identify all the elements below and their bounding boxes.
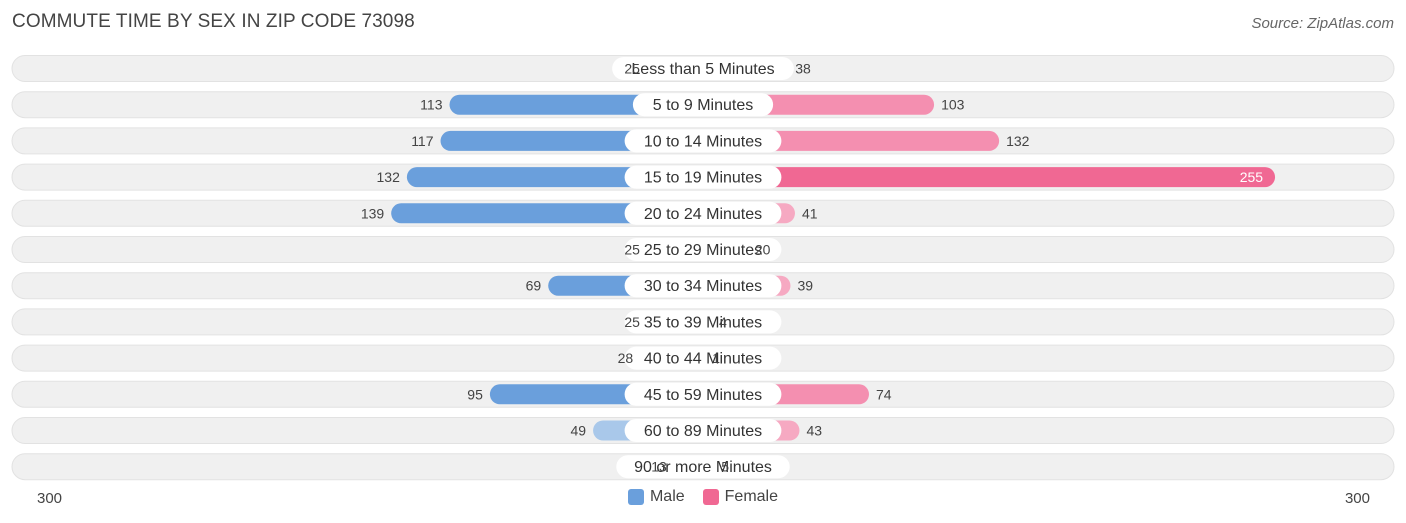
legend-label-male: Male xyxy=(649,488,685,505)
value-female-45-to-59-minutes: 74 xyxy=(876,386,892,402)
bar-male-20-to-24-minutes xyxy=(391,203,703,224)
category-label-45-to-59-minutes: 45 to 59 Minutes xyxy=(644,387,762,404)
category-pill-less-than-5-minutes xyxy=(612,57,794,80)
value-female-20-to-24-minutes: 41 xyxy=(802,205,818,221)
value-female-30-to-34-minutes: 39 xyxy=(797,278,813,294)
category-label-less-than-5-minutes: Less than 5 Minutes xyxy=(631,61,774,78)
value-male-10-to-14-minutes: 117 xyxy=(411,133,434,149)
value-female-90-or-more-minutes: 5 xyxy=(721,459,729,475)
chart-source: Source: ZipAtlas.com xyxy=(1251,15,1394,32)
category-label-20-to-24-minutes: 20 to 24 Minutes xyxy=(644,206,762,223)
category-pill-35-to-39-minutes xyxy=(624,310,782,334)
value-male-90-or-more-minutes: 13 xyxy=(651,459,667,475)
value-female-10-to-14-minutes: 132 xyxy=(1006,133,1030,149)
value-male-60-to-89-minutes: 49 xyxy=(570,423,586,439)
category-pill-90-or-more-minutes xyxy=(616,455,790,479)
value-female-25-to-29-minutes: 20 xyxy=(755,242,771,258)
category-pill-30-to-34-minutes xyxy=(624,274,782,298)
category-pill-45-to-59-minutes xyxy=(624,382,782,406)
category-pill-10-to-14-minutes xyxy=(624,129,782,153)
value-male-45-to-59-minutes: 95 xyxy=(467,386,483,402)
legend-item-female: Female xyxy=(702,488,779,506)
value-male-20-to-24-minutes: 139 xyxy=(361,205,385,221)
category-pill-60-to-89-minutes xyxy=(624,419,782,442)
value-female-15-to-19-minutes: 255 xyxy=(1240,169,1264,185)
value-female-40-to-44-minutes: 1 xyxy=(712,350,720,366)
legend-item-male: Male xyxy=(627,488,685,506)
category-label-15-to-19-minutes: 15 to 19 Minutes xyxy=(644,170,762,187)
value-male-25-to-29-minutes: 25 xyxy=(624,242,640,258)
value-female-less-than-5-minutes: 38 xyxy=(795,61,811,77)
category-pill-25-to-29-minutes xyxy=(624,238,782,261)
category-label-90-or-more-minutes: 90 or more Minutes xyxy=(634,459,772,476)
chart-title: COMMUTE TIME BY SEX IN ZIP CODE 73098 xyxy=(12,11,415,32)
value-female-60-to-89-minutes: 43 xyxy=(806,423,822,439)
legend-swatch-male xyxy=(627,489,644,505)
category-label-60-to-89-minutes: 60 to 89 Minutes xyxy=(644,423,762,440)
legend-label-female: Female xyxy=(724,488,779,505)
value-male-35-to-39-minutes: 25 xyxy=(624,314,640,330)
category-label-40-to-44-minutes: 40 to 44 Minutes xyxy=(644,351,762,368)
category-label-30-to-34-minutes: 30 to 34 Minutes xyxy=(644,278,762,295)
category-pill-20-to-24-minutes xyxy=(624,201,782,225)
value-female-35-to-39-minutes: 4 xyxy=(719,314,727,330)
value-male-40-to-44-minutes: 28 xyxy=(618,350,634,366)
category-label-35-to-39-minutes: 35 to 39 Minutes xyxy=(644,314,762,331)
category-pill-5-to-9-minutes xyxy=(632,93,774,117)
axis-label-right: 300 xyxy=(1344,490,1370,507)
value-male-30-to-34-minutes: 69 xyxy=(526,278,542,294)
category-label-10-to-14-minutes: 10 to 14 Minutes xyxy=(644,133,762,150)
category-label-25-to-29-minutes: 25 to 29 Minutes xyxy=(644,242,762,259)
category-pill-40-to-44-minutes xyxy=(624,346,782,370)
legend-swatch-female xyxy=(702,489,719,505)
axis-label-left: 300 xyxy=(37,490,63,507)
category-label-5-to-9-minutes: 5 to 9 Minutes xyxy=(653,97,754,114)
category-pill-15-to-19-minutes xyxy=(624,165,782,189)
value-female-5-to-9-minutes: 103 xyxy=(941,97,965,113)
value-male-5-to-9-minutes: 113 xyxy=(420,97,443,113)
bar-female-15-to-19-minutes xyxy=(703,167,1276,188)
legend: Male Female xyxy=(0,488,1406,506)
value-male-less-than-5-minutes: 25 xyxy=(624,61,640,77)
value-male-15-to-19-minutes: 132 xyxy=(377,169,401,185)
